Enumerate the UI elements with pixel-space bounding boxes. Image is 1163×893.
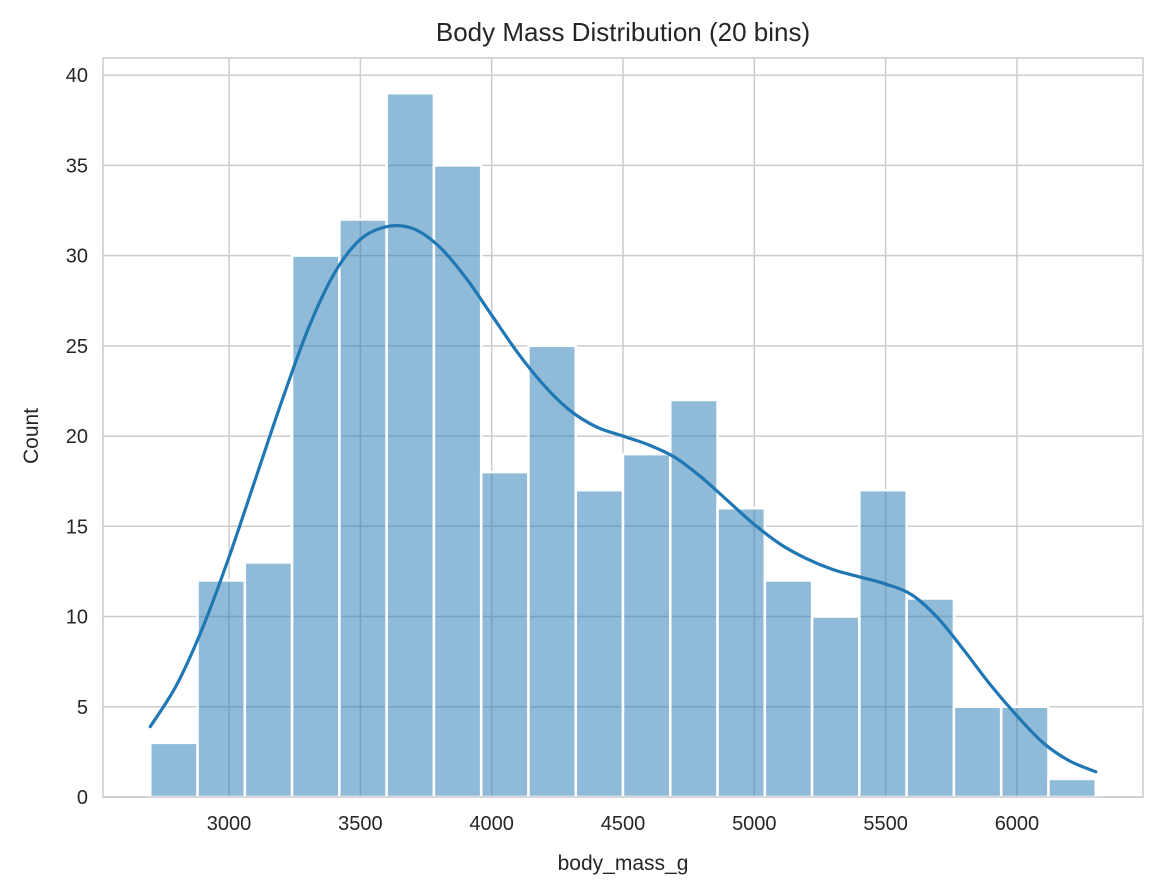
x-tick-label: 5000: [732, 813, 777, 835]
histogram-bar: [716, 507, 767, 799]
histogram-bar: [243, 561, 294, 799]
y-tick-label: 5: [77, 697, 88, 719]
y-axis-label: Count: [20, 408, 43, 464]
histogram-bar: [999, 705, 1050, 799]
x-tick-label: 4500: [601, 813, 646, 835]
grid-lines: [103, 58, 1143, 798]
histogram-bar: [149, 741, 199, 799]
histogram-bar: [763, 579, 814, 799]
x-tick-label: 5500: [863, 813, 908, 835]
y-tick-label: 40: [66, 65, 88, 87]
x-tick-label: 3500: [338, 813, 383, 835]
y-tick-label: 0: [77, 787, 88, 809]
histogram-bars: [149, 91, 1097, 799]
x-axis-label: body_mass_g: [558, 852, 689, 875]
y-tick-labels: 0 5 10 15 20 25 30 35 40: [66, 65, 88, 809]
x-tick-labels: 3000 3500 4000 4500 5000 5500 6000: [207, 813, 1039, 835]
kde-line: [148, 224, 1098, 774]
histogram-bar: [621, 452, 672, 799]
axes-frame: [102, 57, 1144, 798]
y-tick-label: 20: [66, 426, 88, 448]
y-tick-label: 25: [66, 336, 88, 358]
histogram-bar: [905, 597, 956, 799]
histogram-bar: [810, 615, 861, 799]
y-tick-label: 10: [66, 607, 88, 629]
x-tick-label: 6000: [995, 813, 1040, 835]
y-tick-label: 30: [66, 246, 88, 268]
histogram-bar: [196, 579, 247, 799]
histogram-bar: [1047, 777, 1097, 799]
histogram-bar: [290, 254, 341, 799]
histogram-bar: [858, 488, 908, 799]
chart-title: Body Mass Distribution (20 bins): [436, 17, 810, 47]
kde-curve-layer: [148, 224, 1098, 774]
y-tick-label: 15: [66, 516, 88, 538]
histogram-bar: [669, 398, 719, 799]
histogram-bar: [952, 705, 1003, 799]
histogram-bar: [574, 488, 625, 799]
histogram-bar: [479, 470, 530, 799]
histogram-bar: [385, 91, 436, 799]
x-tick-label: 3000: [207, 813, 252, 835]
histogram-bar: [527, 344, 577, 799]
histogram-bar: [432, 164, 483, 799]
x-tick-label: 4000: [469, 813, 514, 835]
y-tick-label: 35: [66, 155, 88, 177]
histogram-bar: [338, 218, 388, 799]
